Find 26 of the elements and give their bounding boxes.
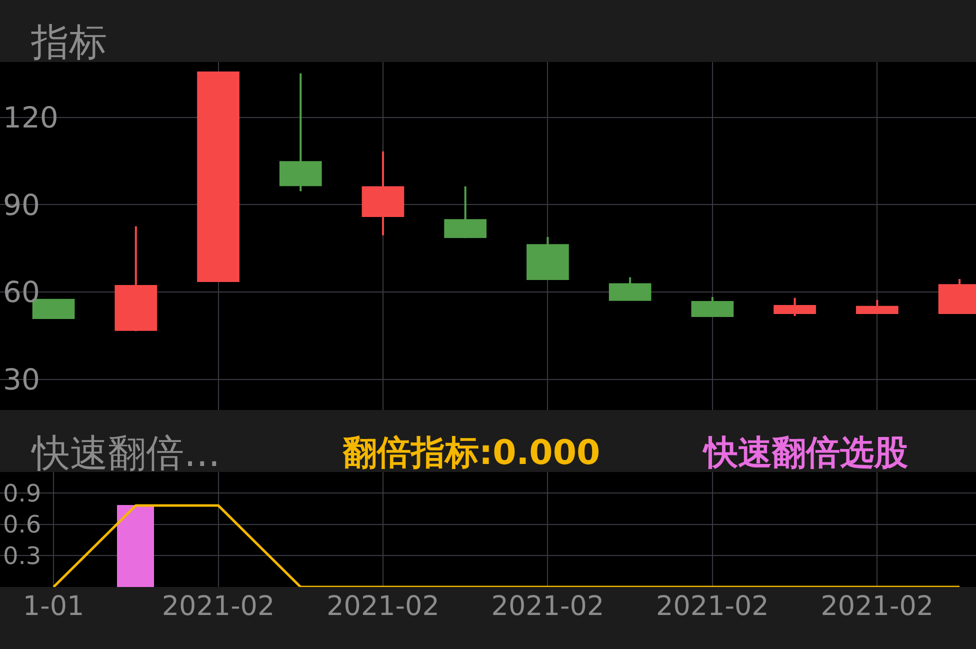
candlestick	[114, 225, 158, 332]
y-tick-label: 60	[3, 275, 40, 310]
y-tick-label: 30	[3, 362, 40, 397]
x-tick-label: 2021-02	[656, 591, 769, 622]
y-tick-label: 0.6	[3, 510, 42, 539]
chart-title: 快速翻倍...	[30, 431, 220, 475]
candlestick	[362, 150, 404, 236]
chart-title: 指标	[30, 20, 107, 64]
y-tick-label: 120	[3, 100, 58, 134]
text: 快速翻倍选股	[702, 433, 908, 473]
x-tick-label: 1-01	[22, 591, 84, 622]
x-tick-label: 2021-02	[326, 591, 440, 622]
candlestick	[774, 296, 816, 317]
text: 翻倍指标:0.000	[342, 433, 600, 473]
y-tick-label: 0.9	[3, 479, 42, 508]
x-tick-label: 2021-02	[162, 591, 275, 622]
candlestick	[856, 298, 898, 314]
candlestick	[444, 185, 487, 240]
x-tick-label: 2021-02	[491, 591, 604, 622]
y-tick-label: 0.3	[3, 542, 42, 570]
candlestick	[608, 276, 652, 301]
candlestick	[279, 72, 322, 192]
candlestick	[691, 296, 734, 317]
y-tick-label: 90	[3, 188, 40, 222]
x-tick-label: 2021-02	[820, 591, 934, 622]
candlestick	[526, 236, 569, 280]
